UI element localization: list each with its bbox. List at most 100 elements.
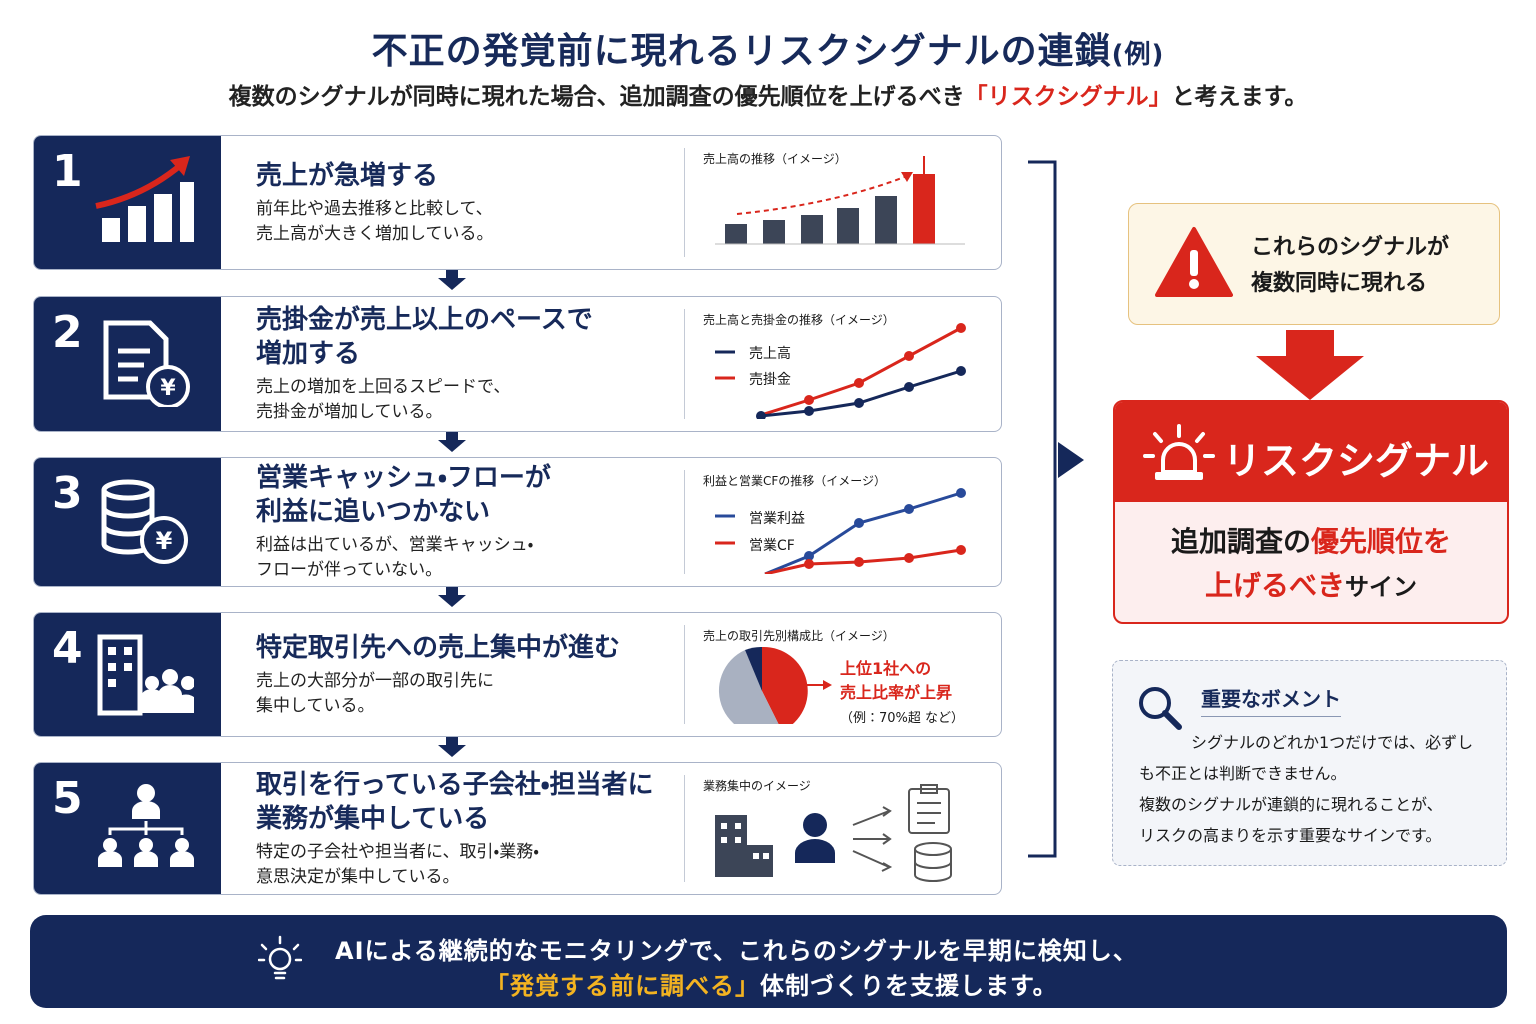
step-card: 4 特定取引先への売上集中が進む売上の大部分が一部の取引先に 集中している。 売上の取… xyxy=(33,612,1002,737)
chart-illustration xyxy=(685,470,1001,578)
alert-line: これらのシグナルが xyxy=(1251,235,1450,260)
description-line: 集中している。 xyxy=(256,695,375,716)
step-text: 売上が急増する 前年比や過去推移と比較して、 売上高が大きく増加している。 xyxy=(256,136,676,269)
number-block: 1 xyxy=(34,136,221,269)
step-text: 売掛金が売上以上のペースで 増加する 売上の増加を上回るスピードで、 売掛金が増加して… xyxy=(256,297,676,431)
step-number: 4 xyxy=(52,623,83,674)
alert-text: これらのシグナルが 複数同時に現れる xyxy=(1251,230,1449,302)
step-chart: 売上高の推移（イメージ） xyxy=(684,148,1001,257)
step-description: 特定の子会社や担当者に、取引・業務・ 意思決定が集中している。 xyxy=(256,840,676,890)
step-arrow xyxy=(438,432,466,452)
description-line: フローが伴っていない。 xyxy=(256,560,443,580)
chart-title-text: 業務集中のイメージ xyxy=(703,779,811,793)
step-icon xyxy=(94,783,204,877)
signal-box: リスクシグナル 追加調査の優先順位を 上げるべきサイン xyxy=(1113,400,1509,624)
step-icon: ¥ xyxy=(94,317,194,411)
signal-line: 上げるべきサイン xyxy=(1115,564,1507,609)
chart-illustration xyxy=(685,775,1001,886)
legend-label: 営業CF xyxy=(749,538,795,554)
step-description: 売上の大部分が一部の取引先に 集中している。 xyxy=(256,669,676,719)
step-description: 利益は出ているが、営業キャッシュ・ フローが伴っていない。 xyxy=(256,533,676,583)
alert-box: これらのシグナルが 複数同時に現れる xyxy=(1128,203,1500,325)
title-line: 増加する xyxy=(256,339,361,369)
step-number: 2 xyxy=(52,307,83,358)
title-line: 営業キャッシュ・フローが xyxy=(256,463,551,493)
step-chart: 売上の取引先別構成比（イメージ） 上位1社への 売上比率が上昇 （例：70%超 など） xyxy=(684,625,1001,736)
step-card: 2 ¥ 売掛金が売上以上のペースで 増加する 売上の増加を上回るスピードで、 売掛金が増加… xyxy=(33,296,1002,432)
step-arrow xyxy=(438,587,466,607)
bulb-icon xyxy=(258,935,302,980)
callout-line: 上位1社への xyxy=(840,659,932,678)
step-text: 取引を行っている子会社・担当者に 業務が集中している 特定の子会社や担当者に、取引・… xyxy=(256,763,676,894)
chart-title: 業務集中のイメージ xyxy=(703,777,811,794)
step-arrow xyxy=(438,270,466,290)
warning-icon xyxy=(1155,227,1233,297)
title-line: 利益に追いつかない xyxy=(256,497,491,527)
title-note: (例) xyxy=(1111,40,1165,70)
step-text: 営業キャッシュ・フローが 利益に追いつかない利益は出ているが、営業キャッシュ・ フロ… xyxy=(256,458,676,586)
bracket xyxy=(1028,160,1084,858)
alert-line: 複数同時に現れる xyxy=(1251,271,1428,296)
step-icon xyxy=(94,156,194,250)
chart-illustration xyxy=(685,148,1001,261)
number-block: 5 xyxy=(34,763,221,894)
step-title: 売上が急増する xyxy=(256,159,676,193)
bracket-arrow xyxy=(1058,442,1084,478)
step-chart: 業務集中のイメージ xyxy=(684,775,1001,882)
point-text: シグナルのどれか1つだけでは、必ずし も不正とは判断できません。 複数のシグナルが連… xyxy=(1139,727,1473,851)
step-card: 3 ¥ 営業キャッシュ・フローが 利益に追いつかない 利益は出ているが、営業キャッシュ・… xyxy=(33,457,1002,587)
chart-illustration xyxy=(685,625,1001,736)
signal-highlight: 優先順位を xyxy=(1311,525,1452,558)
footer-highlight: 「発覚する前に調べる」 xyxy=(485,972,760,1000)
step-number: 1 xyxy=(52,146,83,197)
chart-title-text: 売上の取引先別構成比 xyxy=(703,629,824,643)
down-arrow xyxy=(1256,330,1364,400)
step-icon: ¥ xyxy=(94,478,194,572)
subtitle: 複数のシグナルが同時に現れた場合、追加調査の優先順位を上げるべき「リスクシグナル… xyxy=(0,77,1536,111)
step-arrow xyxy=(438,737,466,757)
signal-header xyxy=(1115,402,1507,502)
title-line: 取引を行っている子会社・担当者に xyxy=(256,769,654,800)
number-block: 2 ¥ xyxy=(34,297,221,431)
title-line: 特定取引先への売上集中が進む xyxy=(256,632,621,663)
step-title: 取引を行っている子会社・担当者に 業務が集中している xyxy=(256,768,676,836)
chart-note: （イメージ） xyxy=(775,152,847,166)
chart-title: 売上の取引先別構成比（イメージ） xyxy=(703,627,895,644)
footer-text: 体制づくりを支援します。 xyxy=(760,972,1058,1000)
svg-text:¥: ¥ xyxy=(160,376,176,401)
subtitle-text: 複数のシグナルが同時に現れた場合、追加調査の優先順位を上げるべき xyxy=(228,84,965,110)
point-line: も不正とは判断できません。 xyxy=(1139,764,1347,783)
chart-note: （イメージ） xyxy=(823,629,895,643)
step-number: 3 xyxy=(52,468,83,519)
search-icon xyxy=(1139,687,1182,730)
signal-line: 追加調査の優先順位を xyxy=(1115,520,1507,564)
signal-title: リスクシグナル xyxy=(1223,439,1490,483)
step-text: 特定取引先への売上集中が進む売上の大部分が一部の取引先に 集中している。 xyxy=(256,613,676,736)
title: 不正の発覚前に現れるリスクシグナルの連鎖(例) xyxy=(0,22,1536,74)
svg-text:¥: ¥ xyxy=(156,527,173,555)
description-line: 利益は出ているが、営業キャッシュ・ xyxy=(256,535,534,555)
step-number: 5 xyxy=(52,773,83,824)
description-line: 前年比や過去推移と比較して、 xyxy=(256,198,493,219)
footer: AIによる継続的なモニタリングで、これらのシグナルを早期に検知し、 「発覚する前… xyxy=(30,915,1507,1008)
chart-note: （イメージ） xyxy=(814,474,887,488)
description-line: 売上の増加を上回るスピードで、 xyxy=(256,377,511,397)
description-line: 売上の大部分が一部の取引先に xyxy=(256,670,494,691)
signal-text: サイン xyxy=(1345,573,1417,601)
step-title: 特定取引先への売上集中が進む xyxy=(256,631,676,665)
point-box: 重要なボメント シグナルのどれか1つだけでは、必ずし も不正とは判断できません。複… xyxy=(1112,660,1507,866)
number-block: 3 ¥ xyxy=(34,458,221,586)
subtitle-text: と考えます。 xyxy=(1171,84,1308,110)
signal-body: 追加調査の優先順位を 上げるべきサイン xyxy=(1115,520,1507,609)
chart-note: （イメージ） xyxy=(823,313,895,327)
title-line: 売掛金が売上以上のペースで xyxy=(256,305,593,335)
footer-line: AIによる継続的なモニタリングで、これらのシグナルを早期に検知し、 xyxy=(335,937,1138,965)
description-line: 意思決定が集中している。 xyxy=(256,866,460,887)
step-icon xyxy=(94,633,196,727)
chart-title: 利益と営業CFの推移（イメージ） xyxy=(703,472,886,489)
bracket-line xyxy=(1028,160,1057,858)
subtitle-highlight: 「リスクシグナル」 xyxy=(964,84,1172,110)
point-line: リスクの高まりを示す重要なサインです。 xyxy=(1139,826,1442,845)
